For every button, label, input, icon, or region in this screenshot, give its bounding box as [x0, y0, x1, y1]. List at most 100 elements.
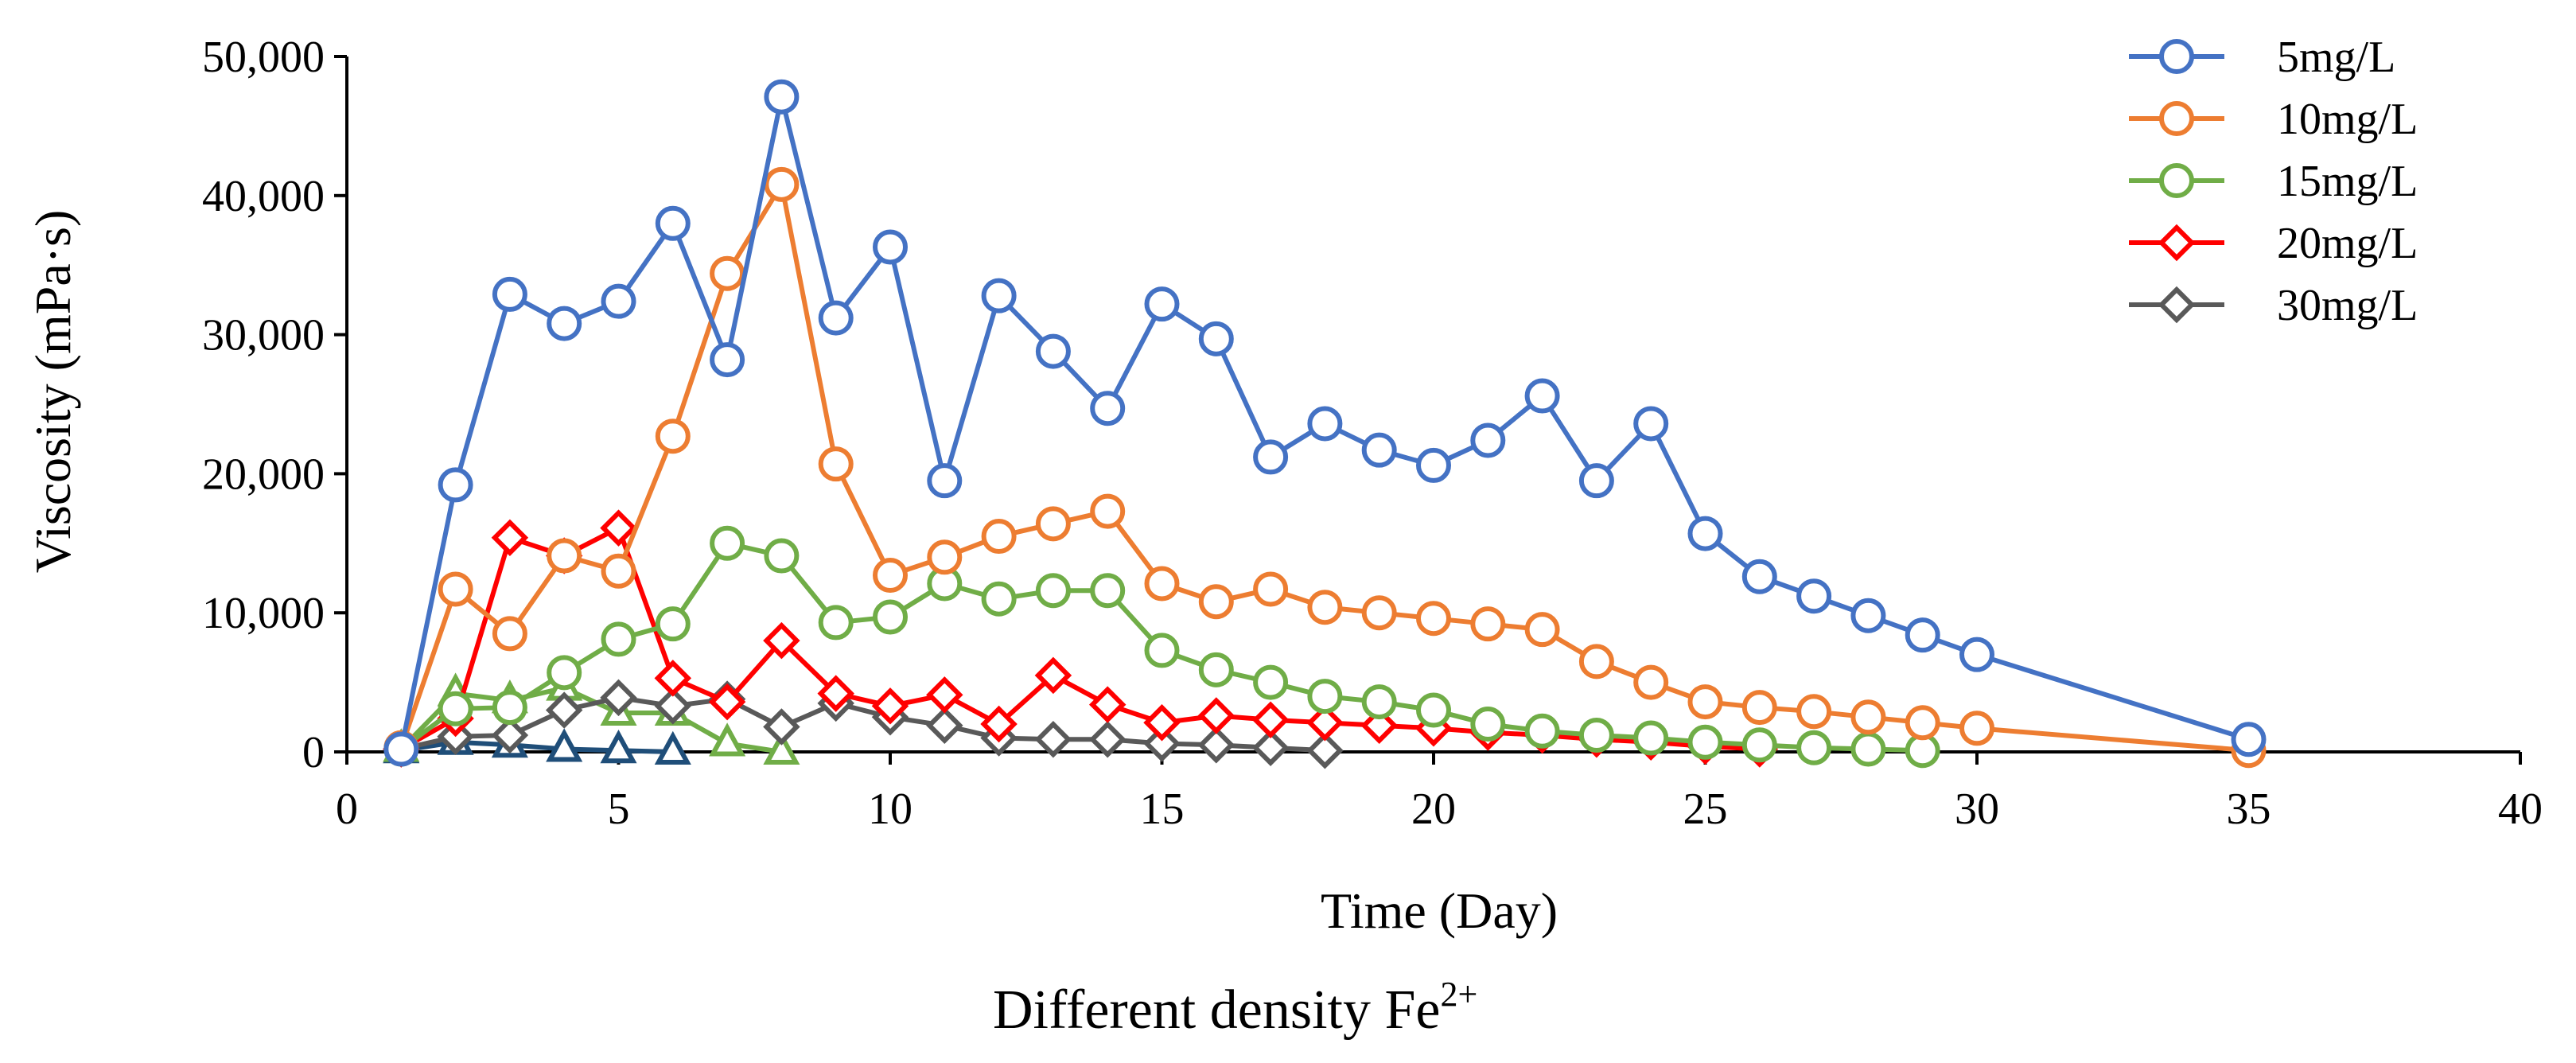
- axes: 0 10,000 20,000 30,000 40,000 50,000 0 5 10 15 20 2…: [202, 33, 2543, 834]
- data-point: [1470, 422, 1506, 458]
- x-tick-label: 20: [1411, 785, 1456, 834]
- legend: 5mg/L 10mg/L 15mg/L 20mg/L 30mg/L: [2129, 33, 2418, 330]
- data-point: [1307, 679, 1343, 715]
- data-point: [655, 419, 691, 454]
- data-point: [981, 581, 1017, 617]
- legend-item: 20mg/L: [2129, 219, 2418, 268]
- data-point: [764, 538, 800, 574]
- data-point: [1088, 686, 1127, 723]
- data-point: [1741, 690, 1777, 726]
- data-point: [1959, 637, 1994, 672]
- data-point: [1905, 705, 1940, 741]
- data-point: [1090, 573, 1126, 609]
- data-point: [1253, 439, 1289, 475]
- data-point: [1307, 406, 1343, 442]
- legend-marker: [2158, 286, 2196, 324]
- data-point: [438, 467, 473, 503]
- data-point: [654, 730, 691, 765]
- data-point: [1361, 595, 1397, 631]
- data-point: [873, 599, 908, 635]
- data-point: [1361, 432, 1397, 468]
- data-point: [763, 621, 800, 660]
- legend-item: 15mg/L: [2129, 157, 2418, 206]
- legend-marker: [2159, 163, 2194, 198]
- data-point: [1198, 584, 1234, 620]
- data-point: [818, 300, 854, 336]
- data-point: [1144, 566, 1180, 602]
- data-point: [1307, 590, 1343, 625]
- data-point: [1687, 724, 1723, 760]
- data-point: [491, 716, 529, 754]
- data-point: [981, 519, 1017, 555]
- data-point: [1088, 721, 1127, 758]
- y-tick-label: 40,000: [202, 172, 325, 221]
- data-point: [709, 722, 746, 757]
- data-point: [710, 342, 745, 378]
- legend-label: 15mg/L: [2277, 157, 2418, 206]
- data-point: [1144, 633, 1180, 668]
- data-point: [601, 621, 636, 657]
- data-point: [1034, 721, 1072, 758]
- data-point: [764, 166, 800, 202]
- legend-label: 5mg/L: [2277, 33, 2395, 82]
- data-point: [1687, 684, 1723, 720]
- series-line: [400, 695, 1325, 753]
- data-point: [1035, 333, 1071, 369]
- data-point: [710, 525, 745, 561]
- data-point: [1090, 493, 1126, 529]
- data-point: [1143, 725, 1181, 762]
- data-point: [1197, 726, 1235, 764]
- series-15mg-l: [383, 525, 1940, 769]
- data-point: [600, 679, 637, 717]
- data-point: [1578, 463, 1614, 499]
- legend-marker: [2159, 101, 2194, 136]
- data-point: [1035, 573, 1071, 609]
- data-point: [926, 676, 963, 714]
- series-5mg-l: [383, 79, 2267, 767]
- data-point: [1416, 447, 1451, 483]
- data-point: [546, 728, 583, 762]
- data-point: [1796, 730, 1832, 765]
- x-tick-label: 0: [336, 785, 358, 834]
- data-point: [1198, 652, 1234, 687]
- data-point: [492, 276, 527, 312]
- data-point: [927, 539, 963, 575]
- data-point: [492, 616, 527, 652]
- data-point: [1633, 664, 1669, 700]
- series-20mg-l: [383, 509, 1779, 768]
- data-point: [763, 708, 800, 746]
- data-point: [547, 655, 582, 691]
- data-point: [1850, 731, 1886, 767]
- data-point: [1959, 711, 1994, 746]
- y-tick-label: 10,000: [202, 589, 325, 638]
- data-point: [710, 255, 745, 291]
- y-tick-label: 30,000: [202, 311, 325, 360]
- legend-marker: [2159, 39, 2194, 74]
- data-point: [1198, 321, 1234, 356]
- data-point: [1796, 578, 1832, 614]
- data-point: [1796, 694, 1832, 730]
- data-point: [491, 519, 529, 557]
- data-point: [1360, 707, 1398, 745]
- x-tick-label: 5: [608, 785, 630, 834]
- series-layer: [383, 79, 2267, 769]
- data-point: [1253, 664, 1289, 700]
- data-point: [1741, 559, 1777, 594]
- data-point: [926, 707, 963, 745]
- data-point: [818, 446, 854, 482]
- data-point: [1144, 286, 1180, 322]
- caption-superscript: 2+: [1440, 975, 1477, 1014]
- y-axis-title: Viscosity (mPa·s): [25, 210, 81, 574]
- data-point: [981, 278, 1017, 313]
- data-point: [818, 605, 854, 641]
- data-point: [1143, 704, 1181, 742]
- data-point: [1361, 684, 1397, 720]
- data-point: [1524, 612, 1560, 648]
- data-point: [871, 687, 909, 725]
- data-point: [438, 691, 473, 726]
- data-point: [817, 675, 854, 712]
- data-point: [2231, 722, 2267, 757]
- data-point: [1633, 720, 1669, 756]
- data-point: [927, 463, 963, 499]
- data-point: [1416, 601, 1451, 637]
